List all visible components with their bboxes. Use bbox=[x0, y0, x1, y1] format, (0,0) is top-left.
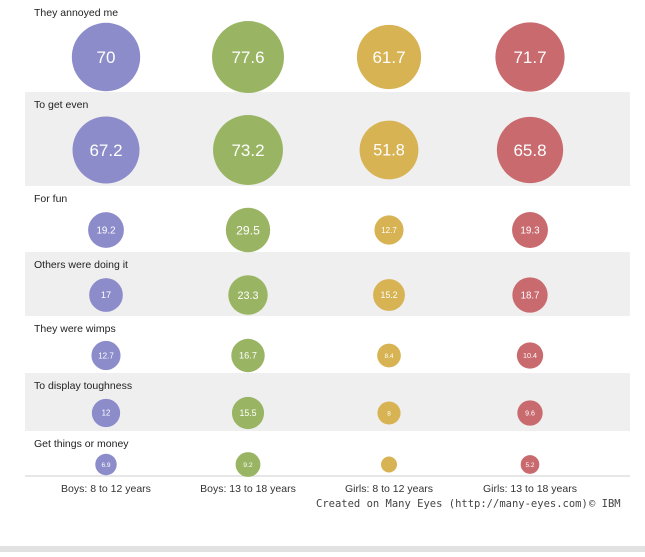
bubble-value-label: 9.6 bbox=[525, 410, 535, 417]
row-label: To display toughness bbox=[34, 380, 132, 392]
bubble bbox=[512, 277, 548, 313]
bubble bbox=[95, 453, 117, 476]
bubble bbox=[71, 22, 141, 92]
bubble-value-label: 18.7 bbox=[521, 290, 540, 301]
bubble bbox=[89, 278, 123, 312]
bubble-value-label: 29.5 bbox=[236, 223, 260, 237]
bubble-value-label: 10.4 bbox=[523, 351, 537, 360]
bubble bbox=[88, 212, 124, 248]
bubble bbox=[225, 207, 271, 253]
bubble-value-label: 23.3 bbox=[237, 290, 258, 302]
bubble-value-label: 16.7 bbox=[239, 351, 257, 361]
row-label: Get things or money bbox=[34, 438, 129, 450]
bubble bbox=[377, 343, 401, 368]
bubble-value-label: 12.7 bbox=[381, 226, 397, 235]
bubble-value-label: 8 bbox=[387, 410, 391, 417]
bubble bbox=[374, 215, 404, 245]
row-label: Others were doing it bbox=[34, 259, 128, 271]
column-label: Girls: 8 to 12 years bbox=[345, 483, 433, 495]
bubble bbox=[356, 24, 422, 90]
row-label: They annoyed me bbox=[34, 7, 118, 19]
bubble bbox=[373, 279, 405, 311]
row-label: To get even bbox=[34, 99, 88, 111]
bubble-value-label: 5.2 bbox=[525, 462, 534, 469]
bubble bbox=[381, 456, 397, 473]
bubble bbox=[520, 455, 540, 474]
bubble-value-label: 6.9 bbox=[101, 462, 110, 469]
bubble-value-label: 65.8 bbox=[513, 141, 546, 160]
bubble bbox=[213, 115, 283, 185]
credit-text: Created on Many Eyes (http://many-eyes.c… bbox=[316, 498, 588, 510]
bubble-value-label: 12 bbox=[102, 409, 111, 418]
bubble bbox=[517, 400, 543, 426]
bubble bbox=[91, 340, 121, 371]
bubble bbox=[212, 21, 284, 93]
bubble-value-label: 73.2 bbox=[231, 141, 264, 160]
row-label: They were wimps bbox=[34, 323, 116, 335]
bubble-value-label: 8.4 bbox=[384, 353, 393, 360]
column-label: Girls: 13 to 18 years bbox=[483, 483, 577, 495]
bubble-value-label: 61.7 bbox=[372, 48, 405, 67]
bubble-value-label: 71.7 bbox=[513, 48, 546, 67]
bubble bbox=[231, 338, 265, 373]
bubble bbox=[235, 452, 261, 477]
bottom-scrollbar-strip bbox=[0, 546, 645, 552]
column-label: Boys: 13 to 18 years bbox=[200, 483, 296, 495]
bubble bbox=[516, 342, 544, 369]
bubble-value-label: 67.2 bbox=[89, 141, 122, 160]
bubble bbox=[377, 401, 401, 425]
copyright-text: © IBM bbox=[589, 498, 621, 510]
bubble-value-label: 15.5 bbox=[239, 408, 256, 418]
bubble-value-label: 9.2 bbox=[243, 462, 253, 469]
bubble bbox=[91, 398, 121, 428]
bubble bbox=[231, 396, 265, 430]
bubble-value-label: 15.2 bbox=[380, 290, 397, 300]
bubble-value-label: 19.2 bbox=[96, 225, 115, 236]
bubble bbox=[72, 116, 140, 184]
bubble bbox=[359, 120, 419, 180]
bubble-value-label: 51.8 bbox=[373, 142, 405, 160]
bubble bbox=[495, 22, 565, 92]
row-label: For fun bbox=[34, 193, 67, 205]
column-label: Boys: 8 to 12 years bbox=[61, 483, 151, 495]
bubble-value-label: 77.6 bbox=[231, 48, 264, 67]
bubble-value-label: 12.7 bbox=[98, 351, 114, 360]
bubble bbox=[512, 212, 548, 248]
bubble-value-label: 19.3 bbox=[520, 225, 540, 236]
bubble-value-label: 17 bbox=[101, 290, 111, 300]
bubble-value-label: 70 bbox=[97, 48, 116, 67]
bubble bbox=[228, 275, 268, 315]
bubble bbox=[496, 116, 564, 184]
